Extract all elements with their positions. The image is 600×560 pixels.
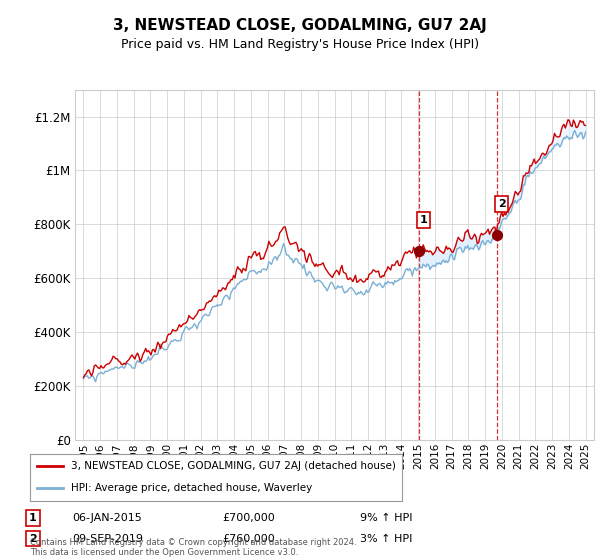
Text: £700,000: £700,000 [222,513,275,523]
Text: 2: 2 [498,199,506,209]
Text: 3, NEWSTEAD CLOSE, GODALMING, GU7 2AJ: 3, NEWSTEAD CLOSE, GODALMING, GU7 2AJ [113,18,487,32]
Text: £760,000: £760,000 [222,534,275,544]
Text: 9% ↑ HPI: 9% ↑ HPI [360,513,413,523]
Text: 1: 1 [419,215,427,225]
Text: Price paid vs. HM Land Registry's House Price Index (HPI): Price paid vs. HM Land Registry's House … [121,38,479,52]
Text: 1: 1 [29,513,37,523]
Text: Contains HM Land Registry data © Crown copyright and database right 2024.
This d: Contains HM Land Registry data © Crown c… [30,538,356,557]
Text: 06-JAN-2015: 06-JAN-2015 [72,513,142,523]
Text: HPI: Average price, detached house, Waverley: HPI: Average price, detached house, Wave… [71,483,312,493]
Text: 2: 2 [29,534,37,544]
Point [414,246,424,255]
Point [492,231,502,240]
Text: 3% ↑ HPI: 3% ↑ HPI [360,534,412,544]
Text: 09-SEP-2019: 09-SEP-2019 [72,534,143,544]
Text: 3, NEWSTEAD CLOSE, GODALMING, GU7 2AJ (detached house): 3, NEWSTEAD CLOSE, GODALMING, GU7 2AJ (d… [71,461,396,472]
